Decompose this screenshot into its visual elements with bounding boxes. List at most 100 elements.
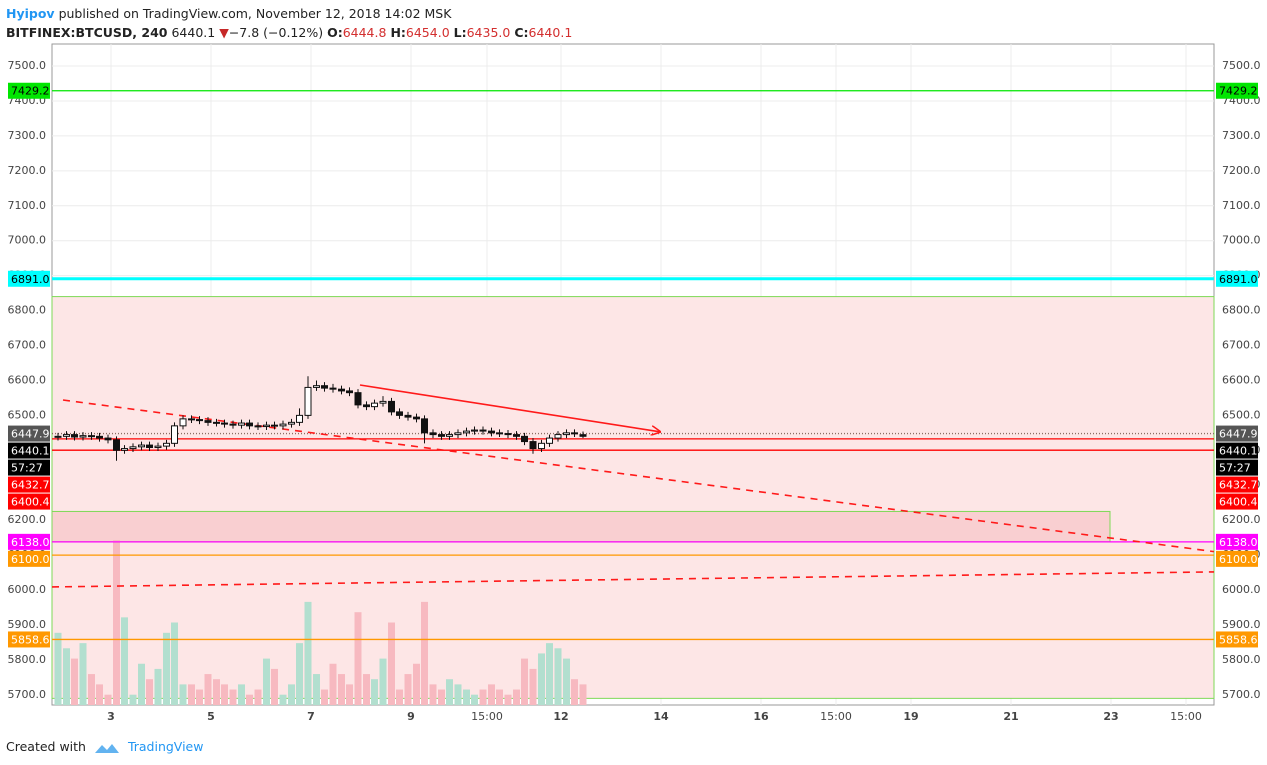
candle-body — [188, 418, 195, 421]
symbol: BITFINEX:BTCUSD, 240 — [6, 25, 168, 40]
candle-body — [346, 390, 353, 394]
volume-bar — [213, 679, 220, 705]
volume-bar — [529, 668, 537, 705]
candle-body — [63, 434, 70, 437]
candle-body — [79, 435, 87, 438]
volume-bar — [471, 694, 478, 705]
c-label: C: — [514, 25, 529, 40]
y-tick-label: 6000.0 — [8, 583, 47, 596]
y-tick-label: 7300.0 — [1222, 129, 1261, 142]
level-label-box — [8, 442, 50, 459]
volume-bar — [129, 694, 137, 705]
x-tick-label: 23 — [1103, 710, 1118, 723]
volume-bar — [429, 684, 437, 705]
volume-bar — [288, 684, 295, 705]
volume-bar — [538, 653, 545, 705]
x-tick-label: 19 — [903, 710, 918, 723]
volume-bar — [371, 679, 378, 705]
level-label: 6138.0 — [1219, 536, 1258, 549]
level-label: 6400.4 — [1219, 496, 1258, 509]
user[interactable]: Hyipov — [6, 6, 55, 21]
volume-bar — [71, 658, 78, 705]
candle-body — [496, 432, 503, 435]
x-tick-label: 5 — [207, 710, 215, 723]
volume-bar — [238, 684, 245, 705]
volume-bar — [421, 601, 428, 705]
candle-body — [138, 444, 145, 448]
volume-bar — [146, 679, 153, 705]
volume-bar — [296, 643, 303, 705]
change: −7.8 (−0.12%) — [228, 25, 324, 40]
candle-body — [254, 425, 262, 428]
header: Hyipov published on TradingView.com, Nov… — [6, 4, 572, 42]
level-label-box — [1216, 459, 1258, 476]
candle-body — [204, 420, 212, 423]
brand[interactable]: TradingView — [127, 739, 204, 754]
volume-bar — [54, 632, 62, 705]
y-tick-label: 5800.0 — [1222, 653, 1261, 666]
candle-body — [396, 411, 403, 416]
y-tick-label: 7300.0 — [8, 129, 47, 142]
volume-bar — [204, 674, 212, 705]
candle-body — [404, 414, 412, 418]
candle-body — [304, 386, 312, 416]
candle-body — [488, 430, 495, 434]
candle-body — [54, 435, 62, 438]
level-label: 6400.4 — [11, 496, 50, 509]
level-label-box — [8, 270, 50, 287]
candle-body — [229, 423, 237, 426]
volume-bar — [338, 674, 345, 705]
y-tick-label: 7500.0 — [1222, 59, 1261, 72]
y-tick-label: 5800.0 — [8, 653, 47, 666]
x-tick-label: 16 — [753, 710, 769, 723]
level-label-box — [8, 459, 50, 476]
trend-line — [51, 571, 1215, 588]
candle-body — [313, 385, 320, 388]
volume-bar — [188, 684, 195, 705]
candle-body — [329, 387, 337, 390]
o-label: O: — [327, 25, 343, 40]
y-tick-label: 6700.0 — [8, 339, 47, 352]
candle-body — [196, 419, 203, 422]
candle-body — [213, 421, 220, 424]
volume-bar — [221, 684, 228, 705]
level-label: 6891.0 — [1219, 273, 1258, 286]
candle-body — [421, 418, 428, 434]
y-tick-label: 6800.0 — [1222, 304, 1261, 317]
candle-body — [179, 418, 187, 427]
y-tick-label: 6500.0 — [8, 408, 47, 421]
candle-body — [104, 437, 112, 441]
level-label-box — [8, 425, 50, 442]
volume-bar — [363, 674, 370, 705]
level-label-box — [1216, 493, 1258, 510]
y-tick-label: 5700.0 — [8, 688, 47, 701]
candle-body — [146, 444, 153, 449]
level-label-box — [8, 82, 50, 99]
volume-bar — [488, 684, 495, 705]
volume-bar — [454, 684, 462, 705]
volume-bar — [354, 612, 362, 705]
volume-bar — [396, 689, 403, 705]
level-label-box — [1216, 533, 1258, 550]
zone — [51, 296, 1215, 699]
l-label: L: — [453, 25, 467, 40]
x-tick-label: 15:00 — [1170, 710, 1202, 723]
level-label: 6100.0 — [1219, 553, 1258, 566]
level-label: 6447.9 — [1219, 428, 1258, 441]
volume-bar — [171, 622, 178, 705]
volume-bar — [463, 689, 470, 705]
volume-bar — [321, 689, 328, 705]
candle-body — [221, 422, 228, 425]
y-tick-label: 6800.0 — [8, 304, 47, 317]
volume-bar — [229, 689, 237, 705]
y-tick-label: 6600.0 — [1222, 373, 1261, 386]
x-tick-label: 9 — [407, 710, 415, 723]
candle-body — [263, 424, 270, 428]
level-label-box — [1216, 442, 1258, 459]
level-label-box — [1216, 82, 1258, 99]
candle-body — [438, 434, 445, 437]
level-label-box — [1216, 270, 1258, 287]
h-label: H: — [390, 25, 406, 40]
volume-bar — [563, 658, 570, 705]
